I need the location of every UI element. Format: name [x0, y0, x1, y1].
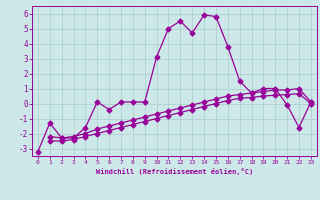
- X-axis label: Windchill (Refroidissement éolien,°C): Windchill (Refroidissement éolien,°C): [96, 168, 253, 175]
